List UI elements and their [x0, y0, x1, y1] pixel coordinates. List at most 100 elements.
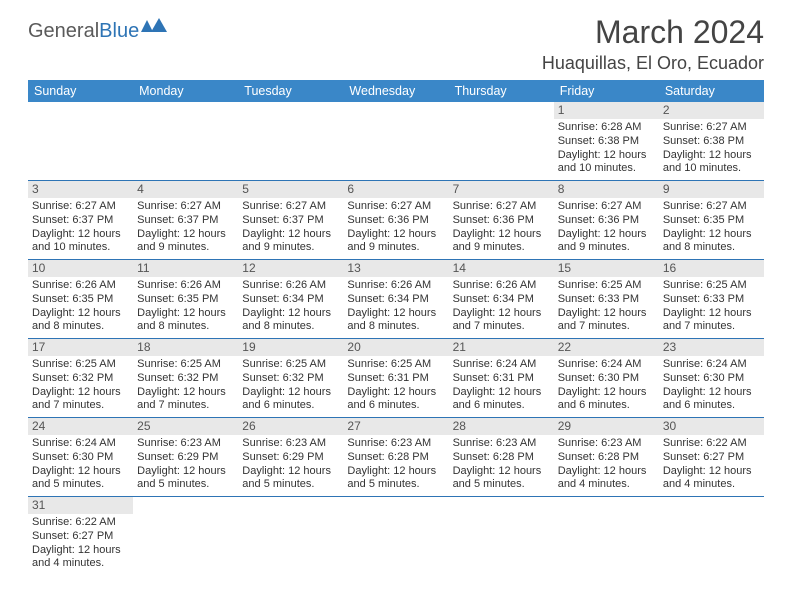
- day-number: 12: [238, 260, 343, 277]
- calendar-day-cell: 28 Sunrise: 6:23 AM Sunset: 6:28 PM Dayli…: [449, 418, 554, 497]
- calendar-day-cell: 2 Sunrise: 6:27 AM Sunset: 6:38 PM Daylig…: [659, 102, 764, 181]
- day-info: Sunrise: 6:25 AM Sunset: 6:32 PM Dayligh…: [137, 358, 234, 413]
- day-number: 20: [343, 339, 448, 356]
- day-number: 23: [659, 339, 764, 356]
- calendar-empty-cell: [449, 102, 554, 181]
- calendar-empty-cell: [449, 497, 554, 576]
- day-info: Sunrise: 6:26 AM Sunset: 6:34 PM Dayligh…: [242, 279, 339, 334]
- day-info: Sunrise: 6:23 AM Sunset: 6:28 PM Dayligh…: [558, 437, 655, 492]
- calendar-day-cell: 16 Sunrise: 6:25 AM Sunset: 6:33 PM Dayli…: [659, 260, 764, 339]
- weekday-header: Saturday: [659, 80, 764, 102]
- day-info: Sunrise: 6:26 AM Sunset: 6:35 PM Dayligh…: [137, 279, 234, 334]
- calendar-day-cell: 15 Sunrise: 6:25 AM Sunset: 6:33 PM Dayli…: [554, 260, 659, 339]
- day-info: Sunrise: 6:24 AM Sunset: 6:31 PM Dayligh…: [453, 358, 550, 413]
- day-number: 16: [659, 260, 764, 277]
- day-info: Sunrise: 6:27 AM Sunset: 6:37 PM Dayligh…: [137, 200, 234, 255]
- calendar-day-cell: 5Sunrise: 6:27 AM Sunset: 6:37 PM Daylig…: [238, 181, 343, 260]
- day-info: Sunrise: 6:22 AM Sunset: 6:27 PM Dayligh…: [663, 437, 760, 492]
- title-block: March 2024 Huaquillas, El Oro, Ecuador: [542, 14, 764, 74]
- logo: GeneralBlue: [28, 20, 167, 43]
- calendar-day-cell: 17 Sunrise: 6:25 AM Sunset: 6:32 PM Dayli…: [28, 339, 133, 418]
- calendar-empty-cell: [659, 497, 764, 576]
- day-info: Sunrise: 6:23 AM Sunset: 6:29 PM Dayligh…: [137, 437, 234, 492]
- day-info: Sunrise: 6:25 AM Sunset: 6:31 PM Dayligh…: [347, 358, 444, 413]
- day-number: 13: [343, 260, 448, 277]
- day-info: Sunrise: 6:24 AM Sunset: 6:30 PM Dayligh…: [663, 358, 760, 413]
- calendar-day-cell: 31 Sunrise: 6:22 AM Sunset: 6:27 PM Dayli…: [28, 497, 133, 576]
- day-info: Sunrise: 6:26 AM Sunset: 6:34 PM Dayligh…: [453, 279, 550, 334]
- calendar-day-cell: 14 Sunrise: 6:26 AM Sunset: 6:34 PM Dayli…: [449, 260, 554, 339]
- day-number: 4: [133, 181, 238, 198]
- calendar-empty-cell: [343, 497, 448, 576]
- day-info: Sunrise: 6:22 AM Sunset: 6:27 PM Dayligh…: [32, 516, 129, 571]
- calendar-day-cell: 25 Sunrise: 6:23 AM Sunset: 6:29 PM Dayli…: [133, 418, 238, 497]
- calendar-header-row: SundayMondayTuesdayWednesdayThursdayFrid…: [28, 80, 764, 102]
- day-info: Sunrise: 6:27 AM Sunset: 6:35 PM Dayligh…: [663, 200, 760, 255]
- calendar-day-cell: 7Sunrise: 6:27 AM Sunset: 6:36 PM Daylig…: [449, 181, 554, 260]
- calendar-day-cell: 23 Sunrise: 6:24 AM Sunset: 6:30 PM Dayli…: [659, 339, 764, 418]
- day-number: 6: [343, 181, 448, 198]
- calendar-day-cell: 21 Sunrise: 6:24 AM Sunset: 6:31 PM Dayli…: [449, 339, 554, 418]
- calendar-empty-cell: [343, 102, 448, 181]
- day-number: 14: [449, 260, 554, 277]
- day-number: 3: [28, 181, 133, 198]
- day-info: Sunrise: 6:23 AM Sunset: 6:28 PM Dayligh…: [453, 437, 550, 492]
- day-number: 28: [449, 418, 554, 435]
- day-info: Sunrise: 6:27 AM Sunset: 6:37 PM Dayligh…: [32, 200, 129, 255]
- calendar-day-cell: 27 Sunrise: 6:23 AM Sunset: 6:28 PM Dayli…: [343, 418, 448, 497]
- day-info: Sunrise: 6:23 AM Sunset: 6:29 PM Dayligh…: [242, 437, 339, 492]
- calendar-empty-cell: [28, 102, 133, 181]
- day-info: Sunrise: 6:27 AM Sunset: 6:37 PM Dayligh…: [242, 200, 339, 255]
- day-number: 15: [554, 260, 659, 277]
- day-number: 2: [659, 102, 764, 119]
- day-number: 17: [28, 339, 133, 356]
- weekday-header: Friday: [554, 80, 659, 102]
- day-number: 1: [554, 102, 659, 119]
- calendar-day-cell: 26 Sunrise: 6:23 AM Sunset: 6:29 PM Dayli…: [238, 418, 343, 497]
- header: GeneralBlue March 2024 Huaquillas, El Or…: [28, 14, 764, 74]
- calendar-day-cell: 1Sunrise: 6:28 AM Sunset: 6:38 PM Daylig…: [554, 102, 659, 181]
- day-number: 26: [238, 418, 343, 435]
- calendar-day-cell: 3 Sunrise: 6:27 AM Sunset: 6:37 PM Daylig…: [28, 181, 133, 260]
- day-number: 21: [449, 339, 554, 356]
- day-info: Sunrise: 6:25 AM Sunset: 6:32 PM Dayligh…: [32, 358, 129, 413]
- day-info: Sunrise: 6:25 AM Sunset: 6:33 PM Dayligh…: [663, 279, 760, 334]
- calendar-empty-cell: [133, 102, 238, 181]
- day-info: Sunrise: 6:25 AM Sunset: 6:33 PM Dayligh…: [558, 279, 655, 334]
- day-number: 10: [28, 260, 133, 277]
- day-number: 22: [554, 339, 659, 356]
- day-number: 24: [28, 418, 133, 435]
- day-info: Sunrise: 6:27 AM Sunset: 6:36 PM Dayligh…: [347, 200, 444, 255]
- day-number: 11: [133, 260, 238, 277]
- calendar-day-cell: 24 Sunrise: 6:24 AM Sunset: 6:30 PM Dayli…: [28, 418, 133, 497]
- calendar-day-cell: 8 Sunrise: 6:27 AM Sunset: 6:36 PM Daylig…: [554, 181, 659, 260]
- calendar-day-cell: 6 Sunrise: 6:27 AM Sunset: 6:36 PM Daylig…: [343, 181, 448, 260]
- weekday-header: Tuesday: [238, 80, 343, 102]
- day-info: Sunrise: 6:23 AM Sunset: 6:28 PM Dayligh…: [347, 437, 444, 492]
- month-title: March 2024: [542, 14, 764, 51]
- day-info: Sunrise: 6:27 AM Sunset: 6:36 PM Dayligh…: [453, 200, 550, 255]
- flag-icon: [141, 18, 167, 39]
- calendar-day-cell: 13Sunrise: 6:26 AM Sunset: 6:34 PM Dayli…: [343, 260, 448, 339]
- day-number: 30: [659, 418, 764, 435]
- day-number: 31: [28, 497, 133, 514]
- day-info: Sunrise: 6:27 AM Sunset: 6:36 PM Dayligh…: [558, 200, 655, 255]
- weekday-header: Wednesday: [343, 80, 448, 102]
- day-info: Sunrise: 6:24 AM Sunset: 6:30 PM Dayligh…: [32, 437, 129, 492]
- logo-text-general: General: [28, 20, 99, 43]
- day-number: 27: [343, 418, 448, 435]
- calendar-empty-cell: [554, 497, 659, 576]
- calendar-day-cell: 30 Sunrise: 6:22 AM Sunset: 6:27 PM Dayli…: [659, 418, 764, 497]
- weekday-header: Monday: [133, 80, 238, 102]
- calendar-table: SundayMondayTuesdayWednesdayThursdayFrid…: [28, 80, 764, 575]
- day-number: 8: [554, 181, 659, 198]
- day-number: 29: [554, 418, 659, 435]
- day-number: 19: [238, 339, 343, 356]
- calendar-day-cell: 4 Sunrise: 6:27 AM Sunset: 6:37 PM Daylig…: [133, 181, 238, 260]
- day-info: Sunrise: 6:26 AM Sunset: 6:35 PM Dayligh…: [32, 279, 129, 334]
- calendar-day-cell: 22Sunrise: 6:24 AM Sunset: 6:30 PM Dayli…: [554, 339, 659, 418]
- day-info: Sunrise: 6:27 AM Sunset: 6:38 PM Dayligh…: [663, 121, 760, 176]
- location: Huaquillas, El Oro, Ecuador: [542, 53, 764, 74]
- day-number: 25: [133, 418, 238, 435]
- calendar-day-cell: 12 Sunrise: 6:26 AM Sunset: 6:34 PM Dayli…: [238, 260, 343, 339]
